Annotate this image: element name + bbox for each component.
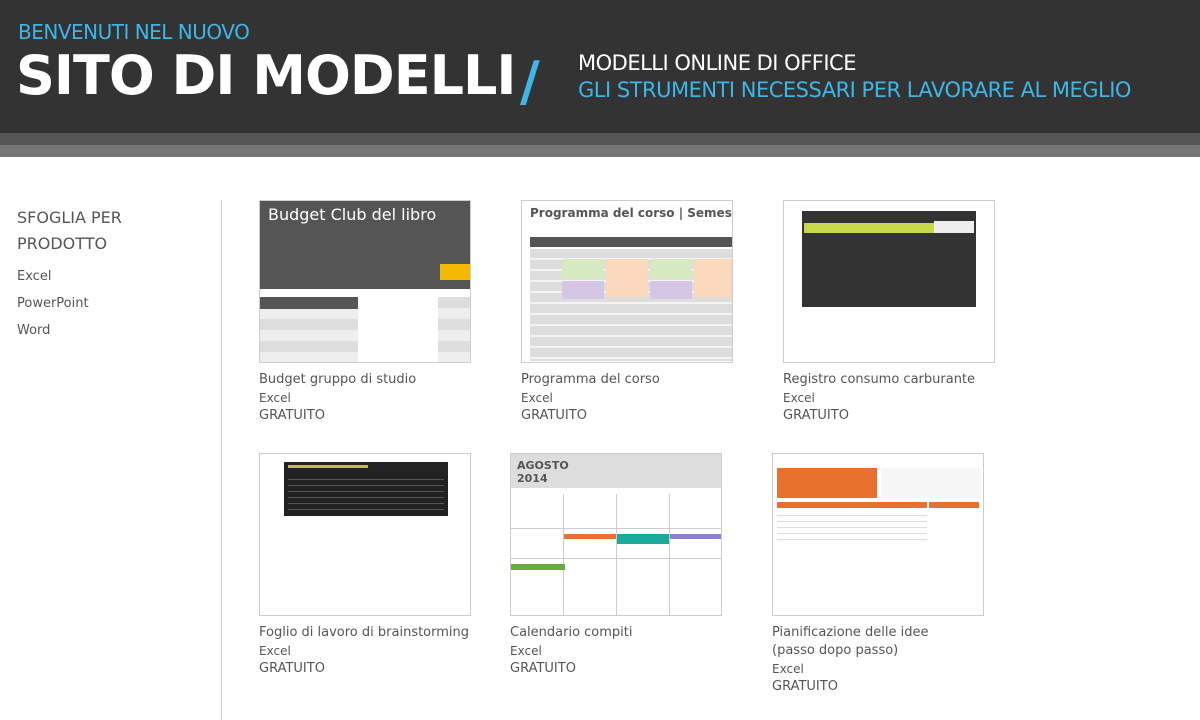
template-card[interactable]: Foglio di lavoro di brainstorming Excel …	[259, 453, 471, 678]
template-product: Excel	[259, 391, 291, 405]
template-price: GRATUITO	[772, 679, 838, 694]
slash-divider: /	[520, 50, 540, 113]
template-title[interactable]: Budget gruppo di studio	[259, 372, 417, 387]
template-thumbnail[interactable]: AGOSTO 2014	[510, 453, 722, 616]
template-title[interactable]: Calendario compiti	[510, 625, 633, 640]
template-price: GRATUITO	[783, 408, 849, 423]
template-product: Excel	[259, 644, 291, 658]
welcome-text: BENVENUTI NEL NUOVO	[18, 20, 250, 44]
site-title: SITO DI MODELLI	[16, 44, 517, 107]
template-price: GRATUITO	[259, 661, 325, 676]
sidebar: SFOGLIA PER PRODOTTO Excel PowerPoint Wo…	[17, 205, 207, 338]
sidebar-item-excel[interactable]: Excel	[17, 269, 52, 284]
header-subtitle: MODELLI ONLINE DI OFFICE	[578, 51, 857, 75]
header-tagline: GLI STRUMENTI NECESSARI PER LAVORARE AL …	[578, 78, 1131, 102]
template-card[interactable]: Registro consumo carburante Excel GRATUI…	[783, 200, 995, 425]
template-title[interactable]: Pianificazione delle idee (passo dopo pa…	[772, 625, 929, 658]
template-title[interactable]: Programma del corso	[521, 372, 660, 387]
template-thumbnail[interactable]	[783, 200, 995, 363]
template-product: Excel	[772, 662, 804, 676]
template-price: GRATUITO	[521, 408, 587, 423]
template-thumbnail[interactable]: Programma del corso | Semestre a	[521, 200, 733, 363]
template-card[interactable]: Programma del corso | Semestre a Program…	[521, 200, 733, 425]
template-title[interactable]: Foglio di lavoro di brainstorming	[259, 625, 470, 640]
divider	[221, 200, 222, 720]
template-card[interactable]: AGOSTO 2014 Calendario compiti Excel GRA…	[510, 453, 722, 678]
sidebar-item-word[interactable]: Word	[17, 323, 51, 338]
template-thumbnail[interactable]	[772, 453, 984, 616]
template-product: Excel	[783, 391, 815, 405]
sidebar-heading: SFOGLIA PER PRODOTTO	[17, 208, 122, 253]
header-band	[0, 145, 1200, 157]
template-card[interactable]: Pianificazione delle idee (passo dopo pa…	[772, 453, 984, 696]
template-thumbnail[interactable]: Budget Club del libro	[259, 200, 471, 363]
template-thumbnail[interactable]	[259, 453, 471, 616]
sidebar-item-powerpoint[interactable]: PowerPoint	[17, 296, 89, 311]
template-price: GRATUITO	[259, 408, 325, 423]
site-header: BENVENUTI NEL NUOVO SITO DI MODELLI / MO…	[0, 0, 1200, 133]
template-price: GRATUITO	[510, 661, 576, 676]
template-card[interactable]: Budget Club del libro Budget gruppo di s…	[259, 200, 471, 425]
template-product: Excel	[521, 391, 553, 405]
header-band	[0, 133, 1200, 145]
template-title[interactable]: Registro consumo carburante	[783, 372, 976, 387]
template-product: Excel	[510, 644, 542, 658]
